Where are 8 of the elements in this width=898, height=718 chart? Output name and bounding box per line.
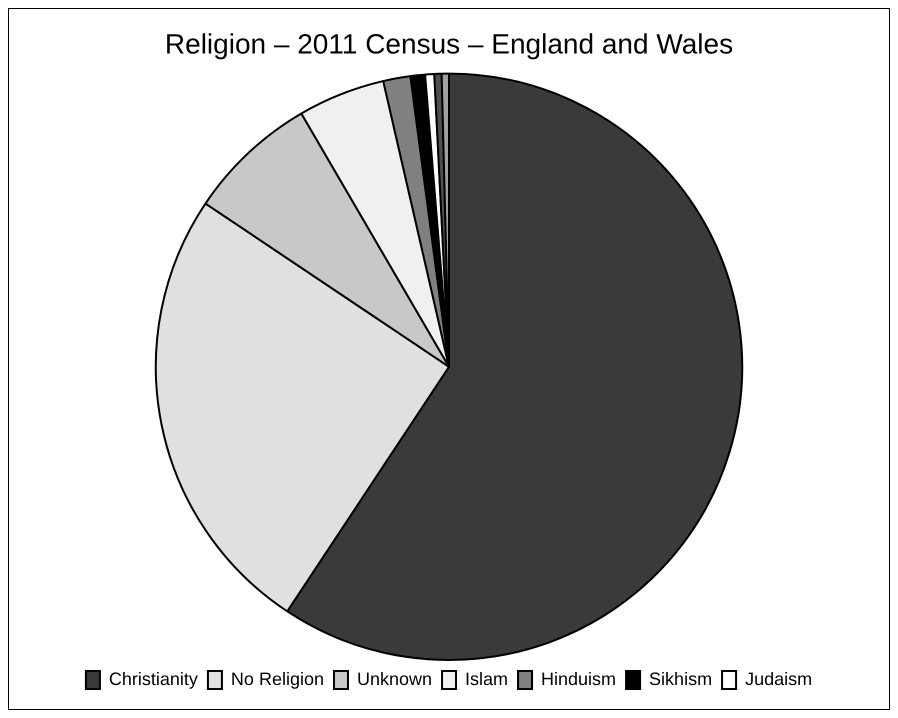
legend-label: Islam [465,668,508,689]
legend-label: No Religion [230,668,324,689]
legend-label: Sikhism [649,668,712,689]
legend-label: Judaism [745,668,812,689]
chart-title: Religion – 2011 Census – England and Wales [164,28,734,60]
legend-label: Hinduism [541,668,616,689]
legend-label: Christianity [108,668,198,689]
legend-label: Unknown [356,668,432,689]
